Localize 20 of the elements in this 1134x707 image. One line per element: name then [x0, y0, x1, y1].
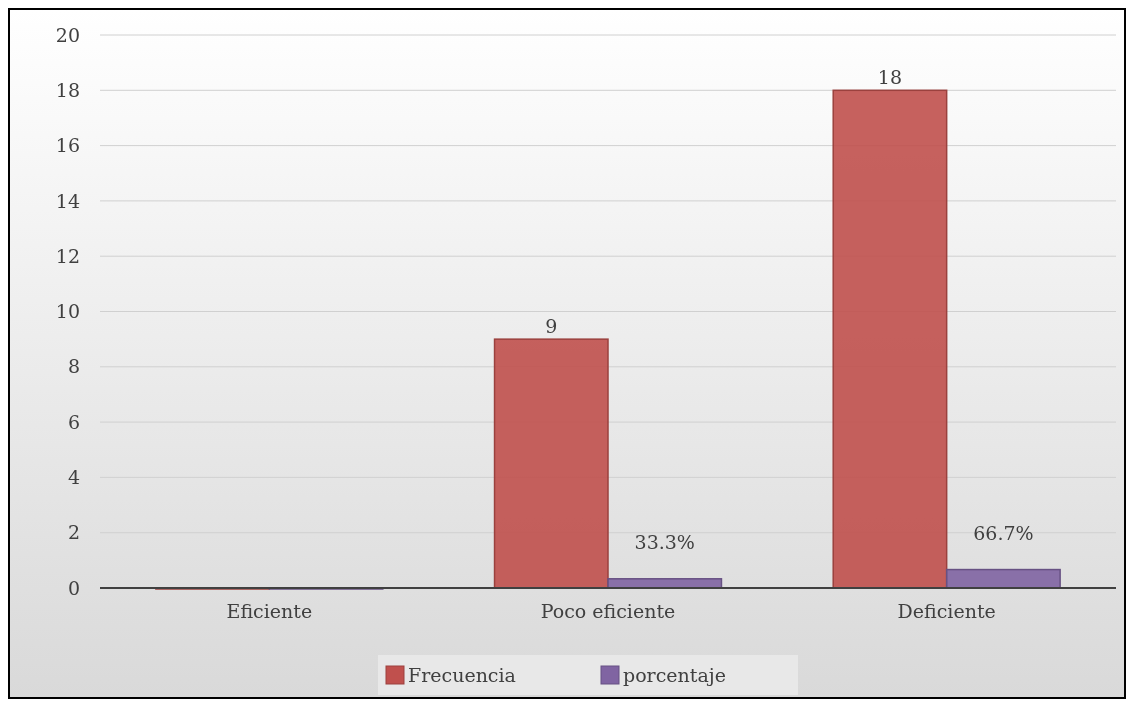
y-tick-label: 2	[67, 521, 80, 544]
data-label: 9	[545, 315, 558, 338]
data-label: 18	[877, 66, 903, 89]
y-tick-label: 0	[67, 576, 80, 599]
y-tick-label: 4	[67, 466, 80, 489]
y-tick-label: 10	[55, 300, 80, 323]
legend-label: porcentaje	[623, 663, 726, 686]
y-tick-label: 20	[55, 23, 80, 46]
y-tick-label: 16	[55, 134, 80, 157]
x-tick-label: Eficiente	[226, 600, 313, 622]
y-tick-label: 12	[55, 244, 80, 267]
y-tick-label: 18	[55, 78, 80, 101]
x-tick-label: Deficiente	[897, 600, 996, 622]
data-label: 33.3%	[634, 530, 695, 553]
y-tick-label: 8	[67, 355, 80, 378]
x-tick-label: Poco eficiente	[540, 600, 676, 622]
y-tick-label: 14	[55, 189, 80, 212]
y-tick-label: 6	[67, 410, 80, 433]
legend-label: Frecuencia	[408, 663, 516, 686]
data-label: 66.7%	[973, 521, 1034, 544]
